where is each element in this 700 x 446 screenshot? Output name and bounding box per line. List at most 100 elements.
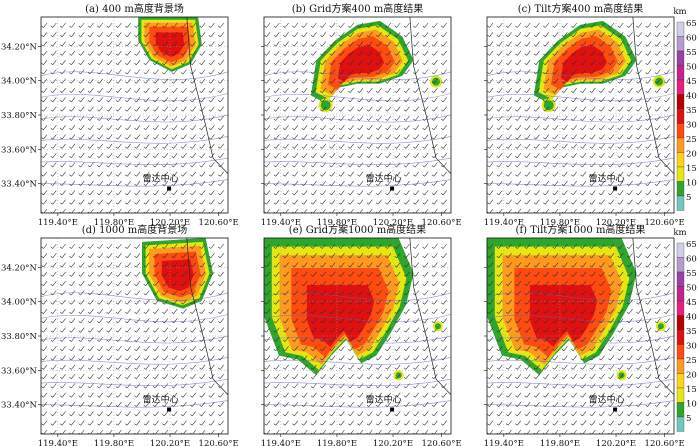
wind-barb — [533, 327, 540, 333]
wind-barb — [645, 199, 652, 205]
wind-barb — [78, 420, 85, 426]
wind-barb — [403, 392, 410, 398]
wind-barb — [143, 115, 150, 121]
wind-barb — [357, 125, 364, 131]
wind-barb — [654, 327, 661, 333]
echo-cell — [320, 100, 331, 111]
wind-barb — [552, 134, 559, 140]
wind-barb — [608, 134, 615, 140]
wind-barb — [348, 420, 354, 426]
wind-barb — [329, 253, 336, 259]
wind-barb — [496, 22, 503, 28]
wind-barb — [134, 243, 141, 249]
wind-barb — [580, 199, 587, 205]
wind-barb — [50, 318, 57, 324]
contour-line — [264, 292, 451, 301]
radar-center-label: 雷达中心 — [589, 173, 625, 185]
wind-barb — [626, 253, 633, 259]
wind-barb — [654, 392, 661, 398]
wind-barb — [608, 262, 615, 268]
wind-barb — [357, 134, 364, 140]
wind-barb — [199, 60, 206, 65]
wind-barb — [329, 392, 336, 398]
wind-barb — [134, 69, 141, 75]
wind-barb — [487, 374, 494, 379]
wind-barb — [664, 69, 670, 75]
wind-barb — [338, 253, 345, 259]
wind-barb — [218, 271, 224, 277]
wind-barb — [636, 180, 643, 186]
wind-barb — [571, 60, 577, 65]
wind-barb — [664, 60, 670, 65]
wind-barb — [87, 355, 94, 361]
wind-barb — [552, 50, 559, 56]
wind-barb — [431, 401, 438, 407]
wind-barb — [533, 253, 540, 259]
wind-barb — [645, 106, 652, 112]
wind-barb — [422, 327, 429, 333]
wind-barb — [645, 162, 652, 168]
wind-barb — [441, 346, 447, 352]
wind-barb — [171, 125, 178, 131]
wind-barb — [78, 41, 85, 47]
wind-barb — [152, 290, 159, 296]
wind-barb — [292, 299, 299, 305]
wind-barb — [329, 411, 336, 417]
wind-barb — [78, 60, 85, 65]
wind-barb — [626, 78, 633, 84]
wind-barb — [41, 336, 48, 342]
wind-barb — [190, 50, 197, 56]
wind-barb — [218, 374, 224, 379]
wind-barb — [543, 60, 550, 65]
wind-barb — [608, 327, 615, 333]
wind-barb — [524, 50, 531, 56]
wind-barb — [50, 290, 57, 296]
y-tick-label: 33.80°N — [1, 111, 38, 121]
wind-barb — [598, 420, 605, 426]
wind-barb — [180, 153, 187, 158]
wind-barb — [301, 153, 308, 158]
wind-barb — [608, 162, 615, 168]
wind-barb — [292, 308, 299, 314]
echo-cell — [432, 77, 441, 86]
wind-barb — [366, 162, 373, 168]
wind-barb — [59, 383, 66, 389]
wind-barb — [496, 383, 503, 389]
wind-barb — [552, 290, 559, 296]
wind-barb — [143, 243, 150, 249]
wind-barb — [375, 392, 382, 398]
wind-barb — [348, 355, 354, 361]
wind-barb — [505, 327, 512, 333]
wind-barb — [617, 125, 624, 131]
wind-barb — [41, 78, 48, 84]
wind-barb — [115, 327, 122, 333]
wind-barb — [152, 22, 159, 28]
wind-barb — [329, 41, 336, 47]
wind-barb — [505, 299, 512, 305]
wind-barb — [190, 180, 197, 186]
wind-barb — [394, 374, 401, 379]
wind-barb — [441, 41, 447, 47]
wind-barb — [441, 162, 447, 168]
wind-barb — [505, 32, 512, 38]
contour-line — [41, 136, 228, 144]
wind-barb — [273, 243, 280, 249]
wind-barb — [422, 41, 429, 47]
wind-barb — [487, 50, 494, 56]
colorbar-swatch — [676, 329, 685, 345]
wind-barb — [431, 327, 438, 333]
wind-barb — [143, 308, 150, 314]
wind-barb — [413, 190, 420, 196]
wind-barb — [50, 134, 57, 140]
wind-barb — [552, 383, 559, 389]
wind-barb — [580, 383, 587, 389]
wind-barb — [561, 115, 568, 121]
wind-barb — [97, 22, 104, 28]
wind-barb — [69, 281, 76, 286]
wind-barb — [441, 60, 447, 65]
wind-barb — [357, 411, 364, 417]
wind-barb — [273, 336, 280, 342]
wind-barb — [78, 281, 85, 286]
wind-barb — [654, 69, 661, 75]
